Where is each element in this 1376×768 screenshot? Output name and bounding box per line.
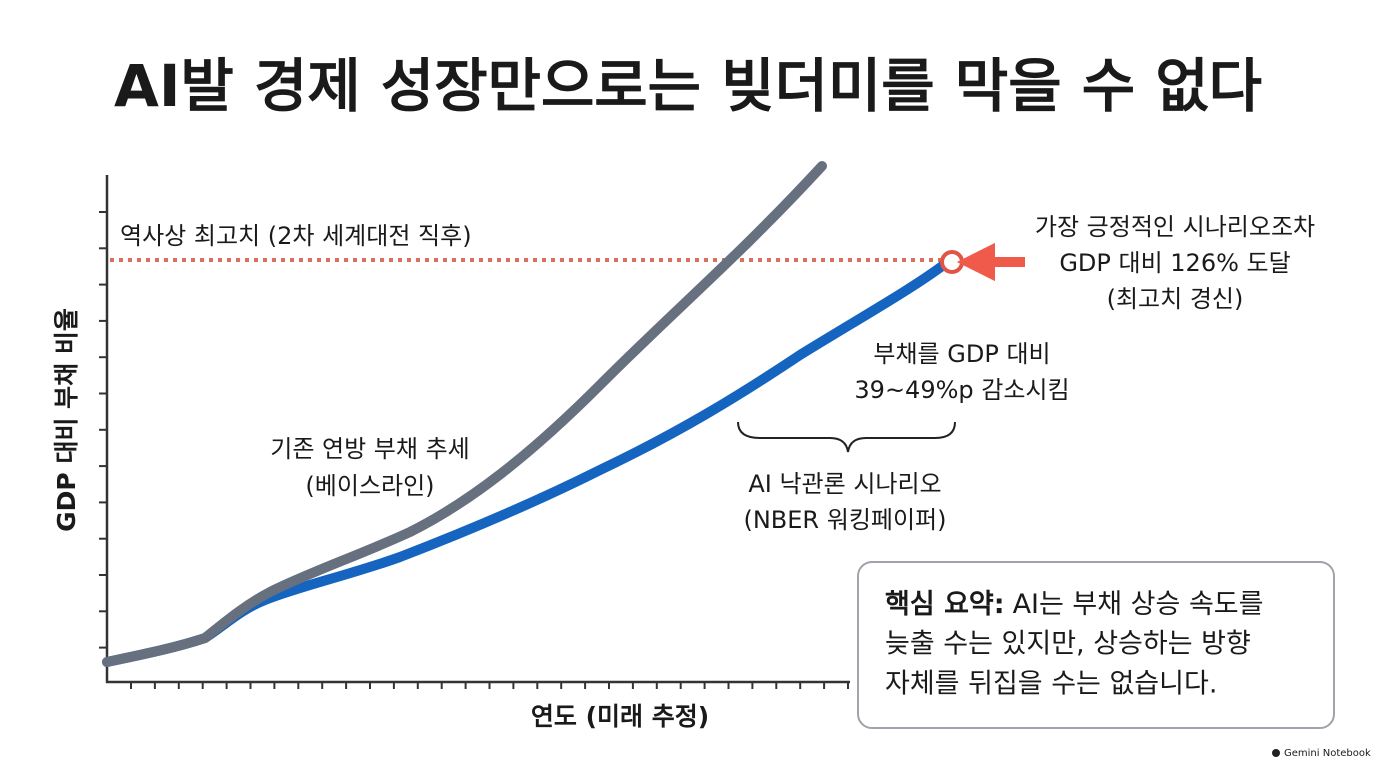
summary-label: 핵심 요약: [885, 589, 1005, 620]
watermark: Gemini Notebook [1284, 748, 1371, 759]
summary-box [857, 561, 1335, 729]
summary-line: 늦출 수는 있지만, 상승하는 방향 [885, 629, 1251, 660]
brace [737, 421, 956, 453]
callout-arrow [956, 242, 1025, 282]
peak-callout-line: GDP 대비 126% 도달 [1059, 249, 1290, 277]
summary-text: AI는 부채 상승 속도를 [1013, 589, 1264, 620]
axis-ticks [99, 211, 849, 689]
title: AI발 경제 성장만으로는 빚더미를 막을 수 없다 [114, 52, 1262, 120]
historical-high-label: 역사상 최고치 (2차 세계대전 직후) [120, 222, 472, 250]
baseline-line: 기존 연방 부채 추세 [270, 435, 470, 463]
peak-callout-line: 가장 긍정적인 시나리오조차 [1035, 213, 1315, 241]
watermark-icon [1272, 749, 1280, 757]
reduction-line: 부채를 GDP 대비 [873, 340, 1050, 368]
x-axis-label: 연도 (미래 추정) [531, 702, 709, 731]
baseline-line: (베이스라인) [305, 472, 434, 500]
reduction-line: 39~49%p 감소시킴 [854, 376, 1069, 404]
annotations: 가장 긍정적인 시나리오조차 GDP 대비 126% 도달 (최고치 경신) 부채를 … [270, 213, 1315, 534]
ai-scenario-line: (NBER 워킹페이퍼) [743, 506, 946, 534]
ai-scenario-line: AI 낙관론 시나리오 [748, 470, 941, 498]
summary-line: 자체를 뒤집을 수는 없습니다. [885, 669, 1217, 700]
y-axis-label: GDP 대비 부채 비율 [52, 308, 81, 532]
baseline-line [102, 161, 827, 667]
ai-scenario-line [102, 259, 950, 667]
peak-callout-line: (최고치 경신) [1107, 285, 1244, 313]
summary-line: 핵심 요약: AI는 부채 상승 속도를 [885, 589, 1263, 620]
